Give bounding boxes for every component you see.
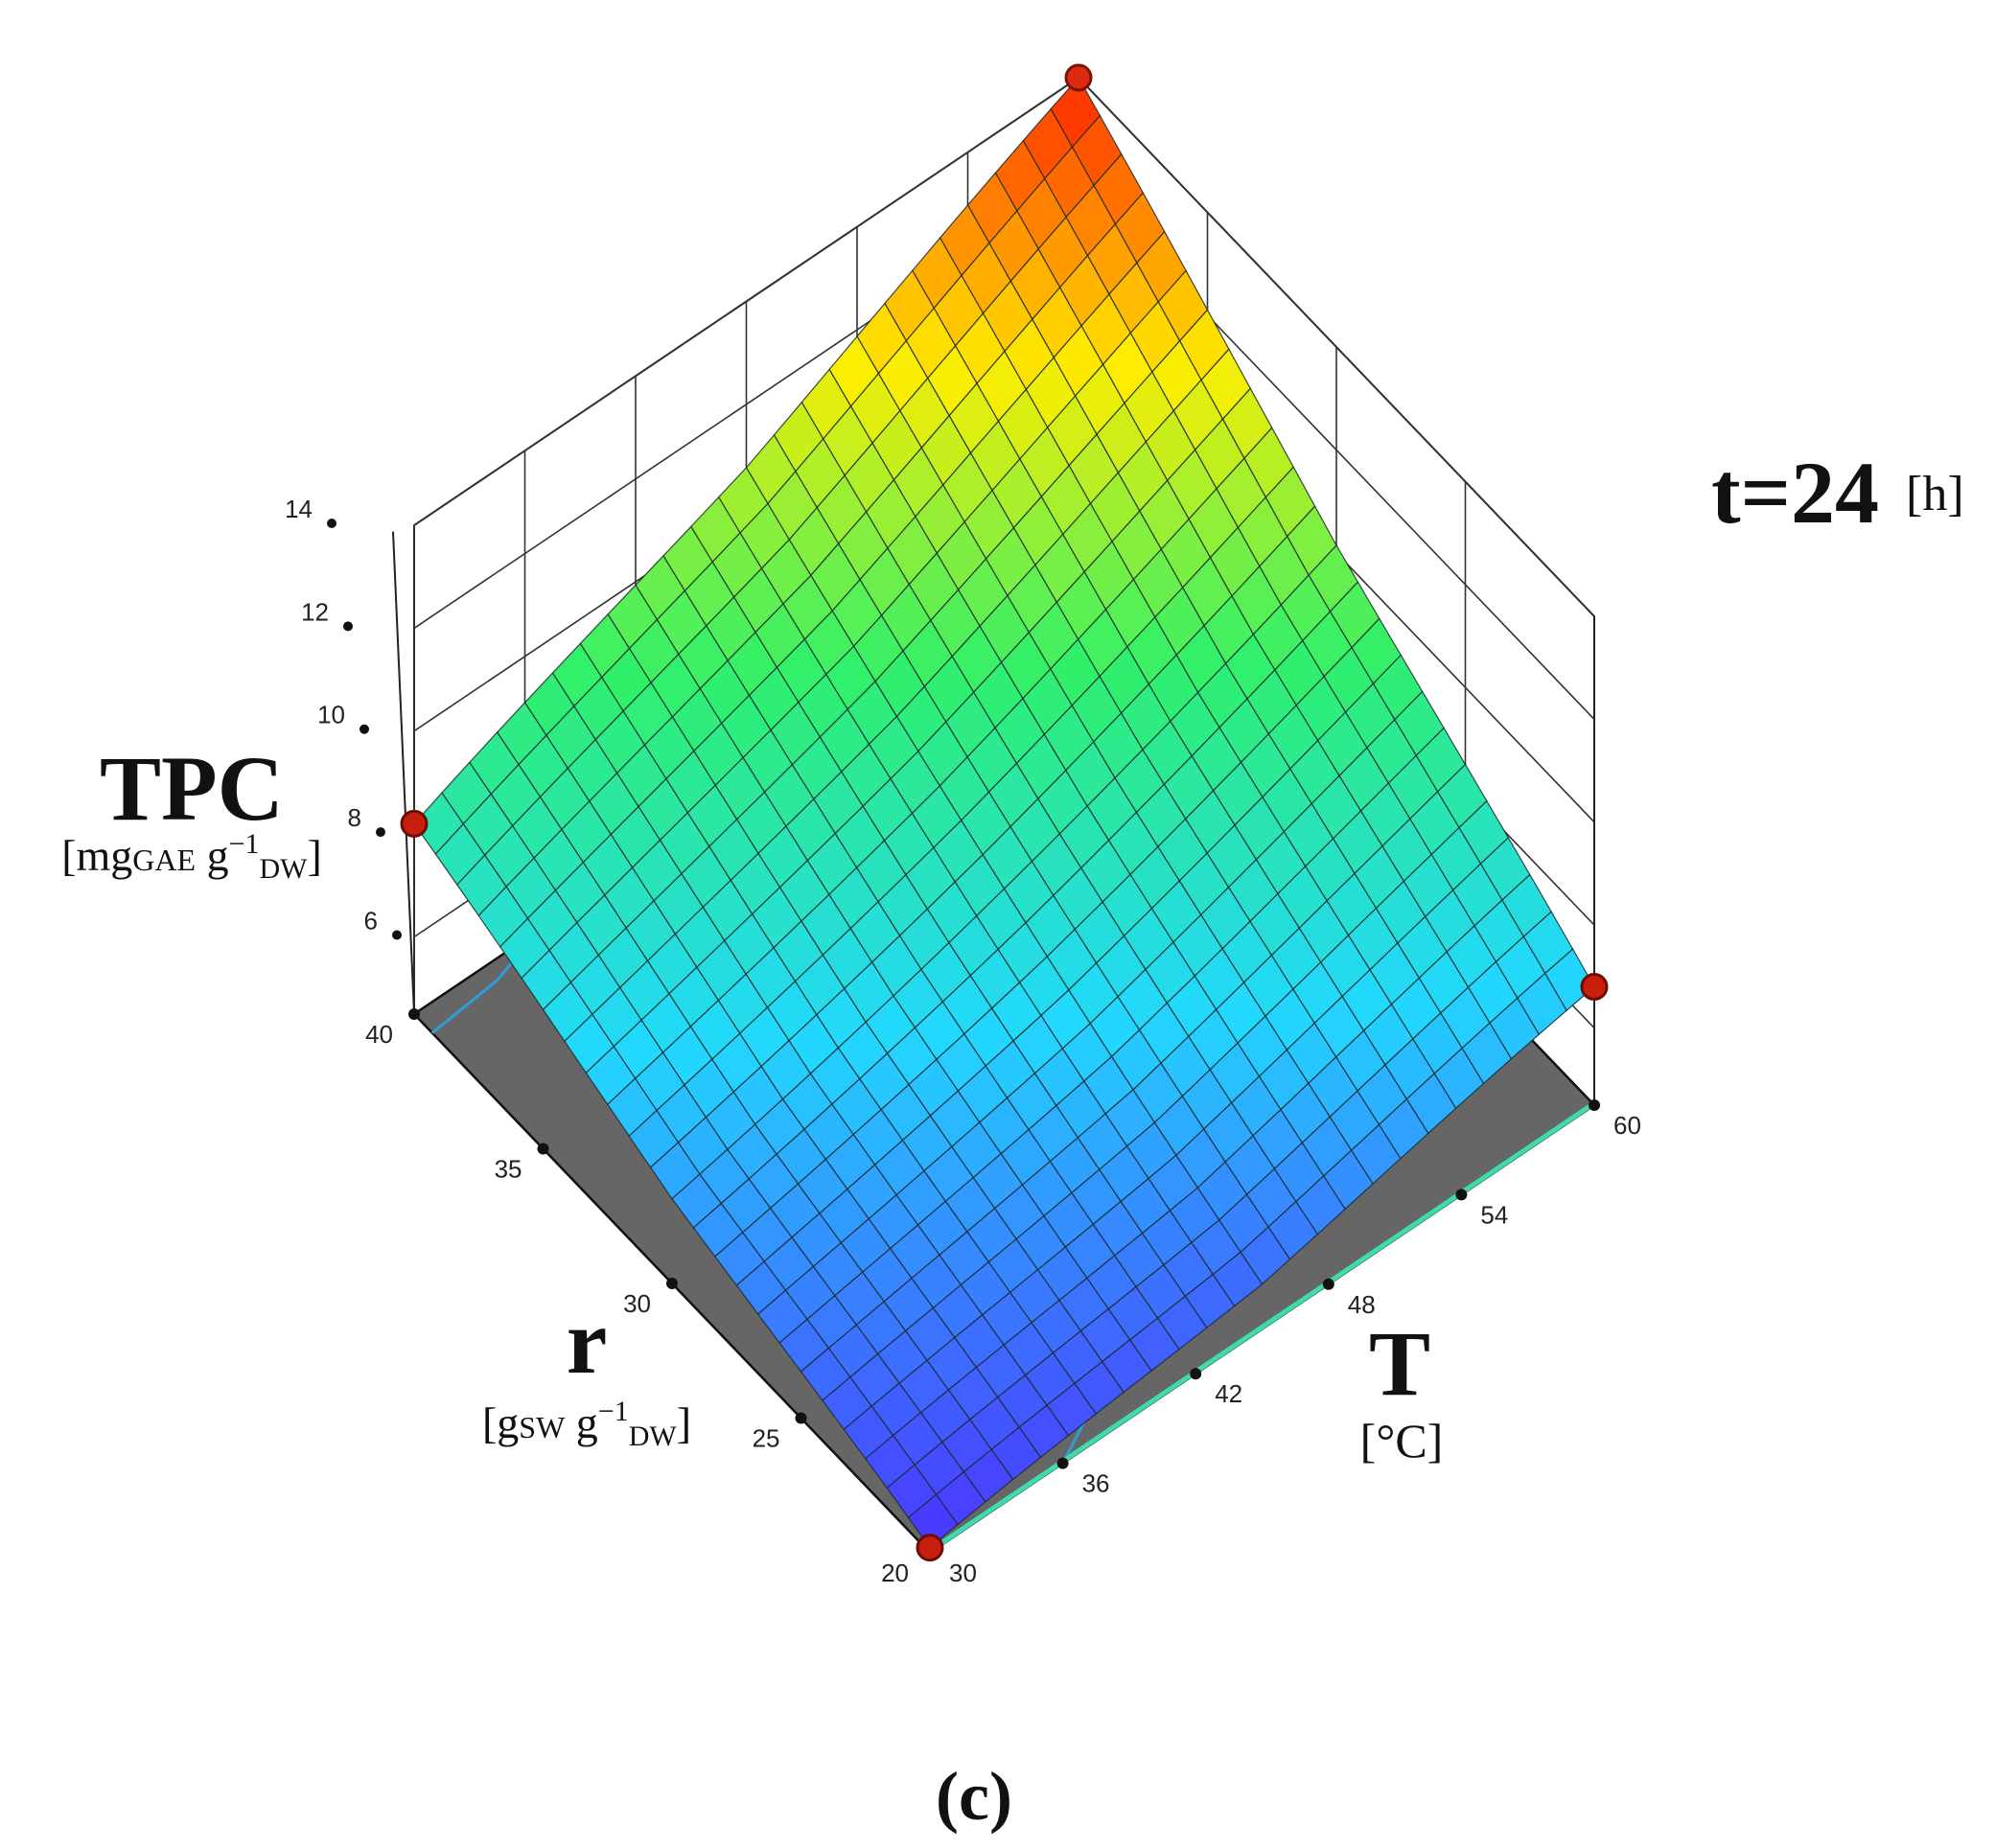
- r-tick-mark: [795, 1412, 807, 1424]
- r-tick-label: 20: [881, 1559, 909, 1587]
- T-tick-mark: [1190, 1368, 1202, 1380]
- z-axis-title: TPC: [100, 737, 284, 840]
- T-tick-label: 54: [1480, 1200, 1508, 1229]
- response-surface: [413, 76, 1595, 1549]
- z-tick-mark: [360, 724, 369, 734]
- T-tick-mark: [1589, 1099, 1600, 1111]
- r-tick-label: 30: [623, 1289, 651, 1318]
- fixed-factor-label: t=24: [1711, 444, 1879, 542]
- T-tick-label: 60: [1613, 1111, 1641, 1140]
- z-axis-line: [392, 531, 415, 1015]
- r-tick-mark: [666, 1278, 678, 1289]
- r-tick-mark: [537, 1143, 549, 1155]
- r-tick-label: 35: [495, 1155, 522, 1184]
- z-tick-mark: [343, 621, 353, 632]
- axis-ticks: 6 8 10 12 14 20 25 30 35 40 30 36 42 48 54 60: [285, 495, 1641, 1587]
- figure-caption: (c): [936, 1758, 1012, 1835]
- design-point: [916, 1534, 944, 1562]
- surface-cell: [907, 1493, 959, 1549]
- z-axis-unit: [mgGAE g−1DW]: [61, 828, 322, 885]
- z-tick-mark: [392, 930, 402, 940]
- z-tick-mark: [327, 519, 336, 528]
- r-axis-title: r: [567, 1290, 608, 1393]
- fixed-factor-unit: [h]: [1906, 467, 1964, 521]
- T-axis-unit: [°C]: [1360, 1414, 1444, 1467]
- design-points: [400, 63, 1609, 1562]
- z-tick-mark: [376, 827, 385, 838]
- T-tick-label: 48: [1348, 1290, 1376, 1319]
- T-tick-mark: [1056, 1457, 1069, 1469]
- z-tick-label: 8: [348, 803, 361, 832]
- T-tick-label: 42: [1215, 1379, 1242, 1408]
- r-tick-label: 25: [753, 1424, 780, 1453]
- T-tick-mark: [1322, 1278, 1334, 1290]
- r-axis-unit: [gSW g−1DW]: [482, 1396, 691, 1452]
- T-axis-title: T: [1369, 1312, 1430, 1415]
- front-frame: [392, 531, 1595, 1105]
- z-tick-label: 14: [285, 495, 313, 523]
- design-point: [1580, 973, 1609, 1002]
- design-point: [1064, 63, 1093, 92]
- floor-edge-contour: [928, 1100, 1596, 1554]
- z-tick-label: 6: [364, 906, 378, 935]
- r-tick-label: 40: [365, 1020, 393, 1049]
- T-tick-label: 36: [1082, 1469, 1110, 1498]
- z-tick-label: 10: [317, 701, 345, 729]
- design-point: [400, 809, 429, 838]
- z-tick-label: 12: [301, 597, 329, 626]
- T-tick-label: 30: [949, 1559, 977, 1587]
- r-tick-mark: [408, 1008, 420, 1020]
- T-tick-mark: [1455, 1189, 1468, 1201]
